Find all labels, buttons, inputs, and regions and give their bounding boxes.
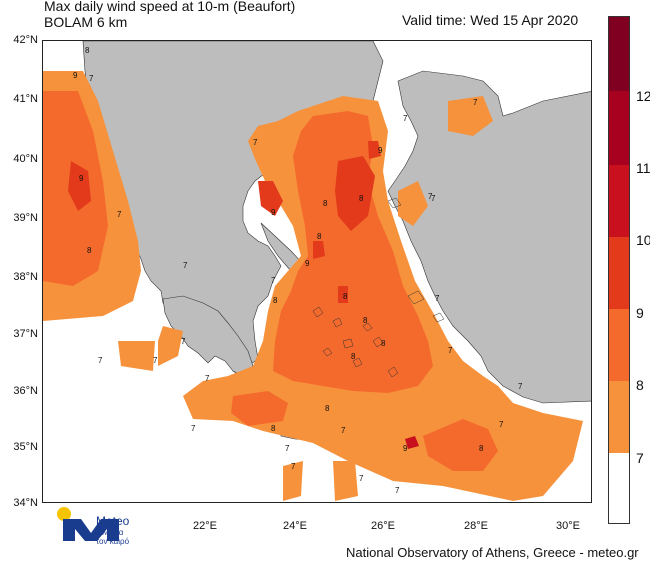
contour-label: 8 [87, 246, 92, 255]
wind-map: 8 9 7 9 8 7 9 8 7 9 7 8 7 7 9 8 7 8 8 7 … [42, 40, 592, 503]
lat-label: 37°N [13, 328, 38, 340]
contour-label: 7 [341, 426, 346, 435]
land-turkey [387, 70, 591, 404]
contour-label: 7 [431, 194, 436, 203]
lat-label: 40°N [13, 153, 38, 165]
colorbar-label: 11 [636, 160, 650, 176]
contour-label: 7 [499, 420, 504, 429]
valid-time: Valid time: Wed 15 Apr 2020 [402, 12, 579, 28]
contour-label: 7 [403, 114, 408, 123]
lon-label: 26°E [371, 520, 395, 532]
logo-tagline-line-2: τον καιρό [96, 537, 130, 546]
contour-label: 8 [85, 46, 90, 55]
contour-label: 7 [395, 486, 400, 495]
lat-label: 34°N [13, 497, 38, 509]
meteo-logo-icon [57, 507, 119, 541]
lon-label: 30°E [556, 520, 580, 532]
colorbar-segment [609, 91, 629, 165]
colorbar-segment [609, 165, 629, 237]
contour-label: 8 [381, 339, 386, 348]
contour-label: 7 [285, 444, 290, 453]
lat-label: 39°N [13, 212, 38, 224]
lat-label: 42°N [13, 34, 38, 46]
map-title: Max daily wind speed at 10-m (Beaufort) … [44, 0, 295, 30]
lon-label: 22°E [193, 520, 217, 532]
contour-label: 9 [271, 208, 276, 217]
contour-label: 7 [153, 356, 158, 365]
wind-field-bf10 [405, 436, 419, 449]
contour-label: 8 [343, 292, 348, 301]
lat-label: 36°N [13, 385, 38, 397]
contour-label: 8 [359, 194, 364, 203]
contour-label: 9 [403, 444, 408, 453]
colorbar-label: 8 [636, 377, 644, 393]
contour-label: 7 [518, 382, 523, 391]
wind-field-bf9 [68, 141, 381, 303]
contour-label: 7 [359, 474, 364, 483]
contour-label: 8 [363, 316, 368, 325]
colorbar-label: 7 [636, 450, 644, 466]
contour-labels: 8 9 7 9 8 7 9 8 7 9 7 8 7 7 9 8 7 8 8 7 … [73, 46, 523, 495]
contour-label: 8 [325, 404, 330, 413]
lat-label: 38°N [13, 271, 38, 283]
footer-credit: National Observatory of Athens, Greece -… [346, 545, 639, 560]
lat-label: 35°N [13, 441, 38, 453]
colorbar-segment [609, 237, 629, 309]
colorbar-segment [609, 17, 629, 91]
colorbar-label: 9 [636, 305, 644, 321]
contour-label: 8 [479, 444, 484, 453]
colorbar-label: 12 [636, 88, 650, 104]
contour-label: 7 [473, 98, 478, 107]
contour-label: 9 [73, 71, 78, 80]
contour-label: 7 [448, 346, 453, 355]
contour-label: 8 [273, 296, 278, 305]
title-line-1: Max daily wind speed at 10-m (Beaufort) [44, 0, 296, 14]
map-svg: 8 9 7 9 8 7 9 8 7 9 7 8 7 7 9 8 7 8 8 7 … [43, 41, 591, 502]
colorbar-label: 10 [636, 232, 650, 248]
logo-name: Meteo [96, 514, 130, 528]
contour-label: 9 [79, 174, 84, 183]
contour-label: 7 [183, 261, 188, 270]
lon-label: 28°E [464, 520, 488, 532]
contour-label: 7 [89, 74, 94, 83]
contour-label: 8 [351, 352, 356, 361]
contour-label: 7 [271, 276, 276, 285]
contour-label: 7 [181, 337, 186, 346]
contour-label: 7 [98, 356, 103, 365]
colorbar [608, 16, 630, 524]
contour-label: 7 [205, 374, 210, 383]
contour-label: 8 [323, 199, 328, 208]
colorbar-segment [609, 309, 629, 381]
colorbar-segment [609, 453, 629, 523]
contour-label: 7 [253, 138, 258, 147]
colorbar-segment [609, 381, 629, 453]
contour-label: 7 [117, 210, 122, 219]
contour-label: 7 [191, 424, 196, 433]
contour-label: 8 [271, 424, 276, 433]
contour-label: 9 [378, 146, 383, 155]
contour-label: 7 [428, 192, 433, 201]
contour-label: 7 [291, 462, 296, 471]
islands [312, 197, 445, 378]
logo-tagline: Όλα για τον καιρό [96, 528, 129, 546]
lat-label: 41°N [13, 93, 38, 105]
contour-label: 9 [305, 259, 310, 268]
logo-tagline-line-1: Όλα για [96, 528, 124, 537]
contour-label: 7 [435, 294, 440, 303]
title-line-2: BOLAM 6 km [44, 14, 128, 30]
contour-label: 8 [317, 232, 322, 241]
lon-label: 24°E [283, 520, 307, 532]
